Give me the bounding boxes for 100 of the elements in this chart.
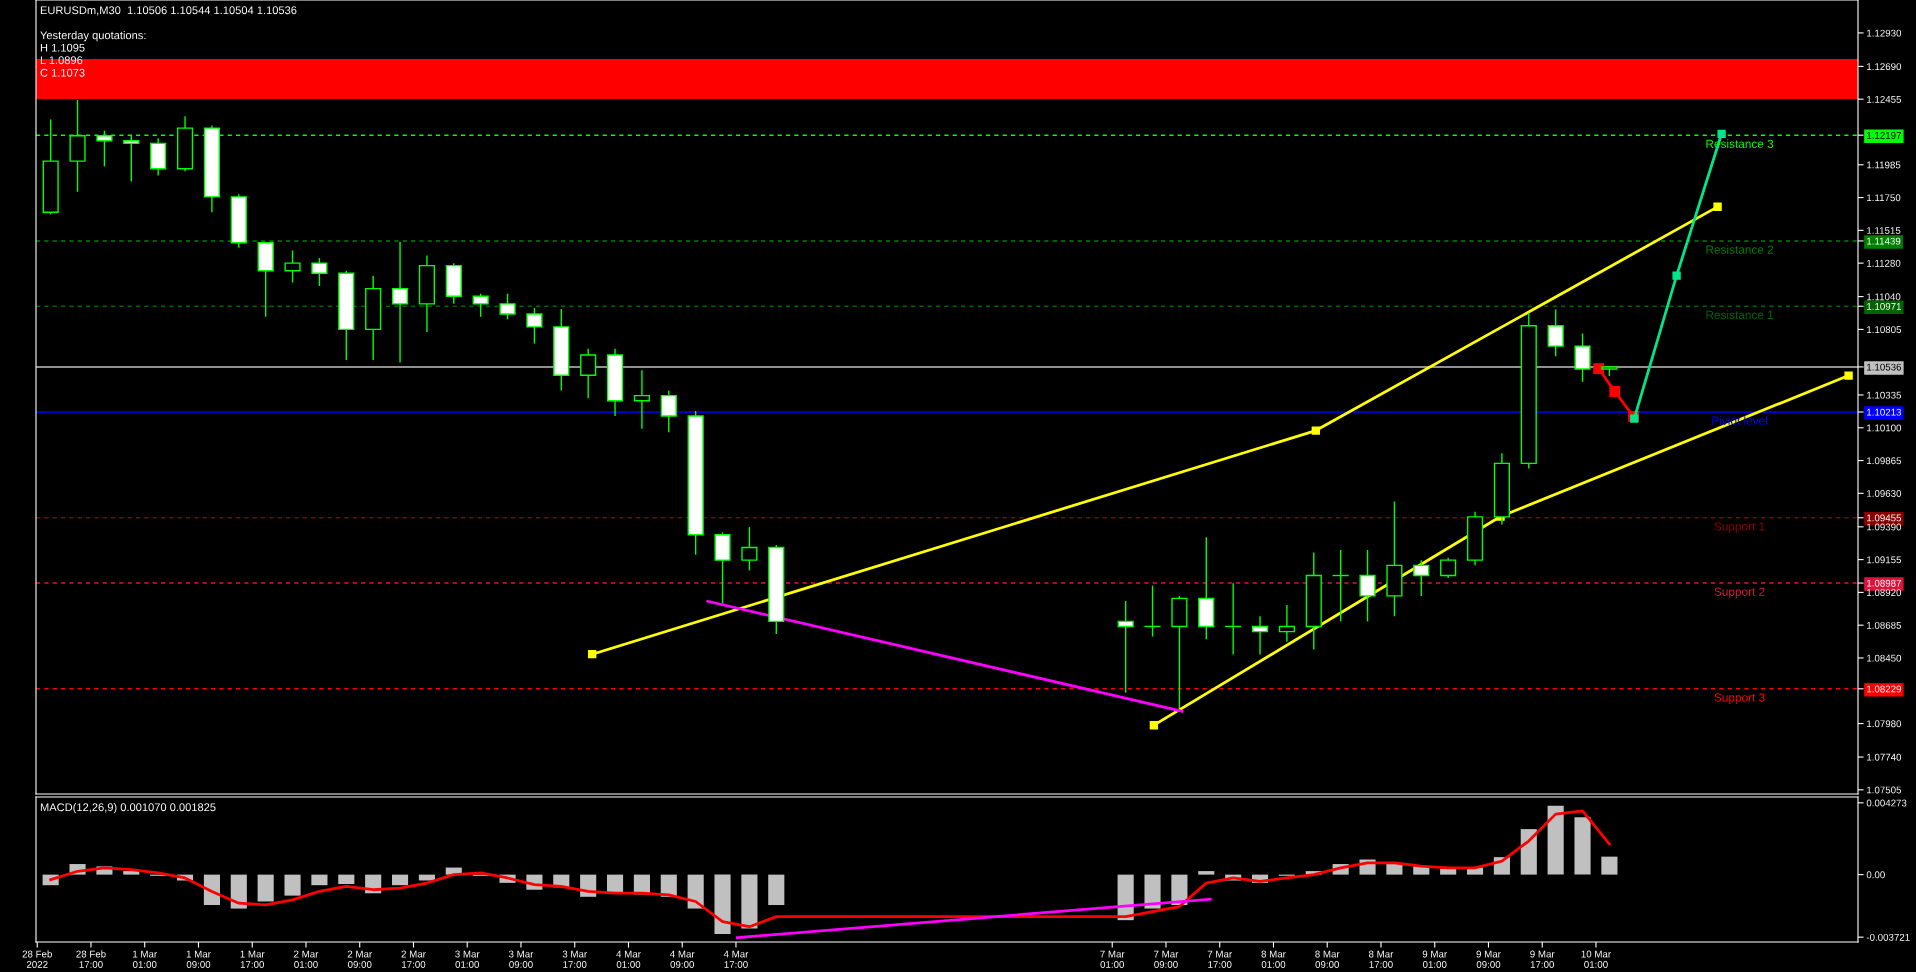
y-tick-label: 1.08685 xyxy=(1867,621,1902,629)
ref-line-label: Support 3 xyxy=(1714,693,1765,704)
bar xyxy=(741,874,758,929)
bar xyxy=(768,874,785,906)
x-tick-label: 9 Mar 01:00 xyxy=(1422,950,1447,968)
bar xyxy=(1547,805,1564,875)
y-tick-label: 1.11439 xyxy=(1867,237,1901,245)
y-tick-label: 1.08450 xyxy=(1867,654,1902,662)
y-tick-label: 1.10100 xyxy=(1867,424,1902,432)
candlestick xyxy=(1413,559,1430,597)
x-tick-label: 1 Mar 09:00 xyxy=(186,950,211,968)
x-tick-label: 3 Mar 09:00 xyxy=(508,950,534,968)
point xyxy=(1609,386,1621,397)
y-tick-label: -0.003721 xyxy=(1866,933,1910,941)
point xyxy=(1311,426,1320,435)
bar xyxy=(284,874,301,896)
x-tick-label: 3 Mar 17:00 xyxy=(562,950,587,968)
y-tick-label: 1.09455 xyxy=(1867,514,1902,522)
x-tick-label: 10 Mar 01:00 xyxy=(1581,950,1611,968)
bar xyxy=(1198,871,1215,875)
ref-line-label: Support 1 xyxy=(1714,522,1765,533)
x-tick-label: 7 Mar 17:00 xyxy=(1207,950,1232,968)
y-tick-label: 1.10805 xyxy=(1867,326,1902,334)
x-tick-label: 1 Mar 17:00 xyxy=(240,950,265,968)
candlestick xyxy=(1251,615,1269,656)
y-tick-label: 1.10335 xyxy=(1867,391,1902,399)
candlestick xyxy=(499,292,516,320)
x-tick-label: 2 Mar 09:00 xyxy=(347,950,372,968)
y-tick-label: 1.07740 xyxy=(1867,753,1902,761)
x-tick-label: 8 Mar 01:00 xyxy=(1261,950,1286,968)
x-tick-label: 28 Feb 17:00 xyxy=(76,950,106,968)
y-tick-label: 1.11040 xyxy=(1867,293,1901,301)
x-tick-label: 2 Mar 01:00 xyxy=(294,950,319,968)
y-tick-label: 1.09155 xyxy=(1867,556,1902,564)
candlestick xyxy=(391,241,409,364)
y-tick-label: 1.12930 xyxy=(1867,29,1902,37)
y-tick-label: 0.00 xyxy=(1866,871,1885,879)
bar xyxy=(338,874,355,885)
text: MACD(12,26,9) 0.001070 0.001825 xyxy=(40,803,216,814)
candlestick xyxy=(741,526,758,572)
y-tick-label: 1.10971 xyxy=(1867,302,1901,310)
x-tick-label: 3 Mar 01:00 xyxy=(455,950,480,968)
point xyxy=(1713,202,1722,211)
ref-line-label: Support 2 xyxy=(1714,587,1765,599)
bar xyxy=(606,874,624,893)
y-tick-label: 1.12455 xyxy=(1867,95,1902,103)
chart-title: EURUSDm,M30 1.10506 1.10544 1.10504 1.10536 xyxy=(40,6,297,16)
candlestick xyxy=(1547,308,1564,358)
y-tick-label: 1.12690 xyxy=(1867,63,1902,71)
x-tick-label: 4 Mar 17:00 xyxy=(723,950,749,968)
candlestick xyxy=(633,369,651,430)
point xyxy=(1717,129,1726,138)
annotation: Yesterday quotations: xyxy=(40,31,146,42)
x-tick-label: 8 Mar 17:00 xyxy=(1368,950,1394,968)
y-tick-label: 1.11750 xyxy=(1867,194,1901,202)
x-tick-label: 9 Mar 17:00 xyxy=(1530,950,1555,968)
y-tick-label: 1.07980 xyxy=(1867,720,1902,728)
point xyxy=(1149,721,1159,730)
bar xyxy=(418,874,435,881)
candlestick xyxy=(526,307,543,345)
candlestick xyxy=(660,389,677,434)
bar xyxy=(311,874,328,886)
candlestick xyxy=(1440,556,1457,579)
bar xyxy=(257,874,274,902)
annotation: H 1.1095 xyxy=(40,43,85,52)
ref-line-label: Resistance 2 xyxy=(1706,245,1774,254)
y-tick-label: 1.10213 xyxy=(1867,408,1902,416)
candlestick xyxy=(1278,604,1295,643)
x-tick-label: 4 Mar 09:00 xyxy=(670,950,695,968)
y-tick-label: 1.11985 xyxy=(1867,161,1901,169)
x-tick-label: 1 Mar 01:00 xyxy=(132,950,157,968)
bar xyxy=(1144,874,1161,909)
bar xyxy=(230,874,247,909)
point xyxy=(588,650,597,659)
bar xyxy=(391,874,409,886)
y-tick-label: 1.07505 xyxy=(1867,786,1902,794)
candlestick xyxy=(1359,549,1376,623)
candlestick xyxy=(580,348,597,399)
y-tick-label: 1.08920 xyxy=(1867,589,1902,597)
x-tick-label: 9 Mar 09:00 xyxy=(1476,950,1501,968)
y-tick-label: 1.08987 xyxy=(1867,579,1901,587)
x-tick-label: 28 Feb 2022 xyxy=(22,950,52,968)
y-tick-label: 1.11280 xyxy=(1867,259,1901,267)
y-tick-label: 1.08229 xyxy=(1867,685,1902,693)
y-tick-label: 1.09865 xyxy=(1867,457,1902,465)
candlestick xyxy=(311,257,328,287)
ref-line-label: Resistance 1 xyxy=(1706,310,1774,320)
x-tick-label: 2 Mar 17:00 xyxy=(401,950,426,968)
point xyxy=(1844,371,1853,380)
x-tick-label: 8 Mar 09:00 xyxy=(1315,950,1340,968)
y-tick-label: 1.09390 xyxy=(1867,523,1902,531)
x-tick-label: 7 Mar 01:00 xyxy=(1100,950,1125,968)
bar xyxy=(714,874,731,935)
y-tick-label: 1.09630 xyxy=(1867,490,1902,497)
bar xyxy=(1520,829,1537,875)
candlestick xyxy=(1117,600,1134,694)
y-tick-label: 1.11515 xyxy=(1867,227,1901,234)
bar xyxy=(123,871,140,875)
candlestick xyxy=(284,249,301,284)
point xyxy=(1672,271,1681,280)
